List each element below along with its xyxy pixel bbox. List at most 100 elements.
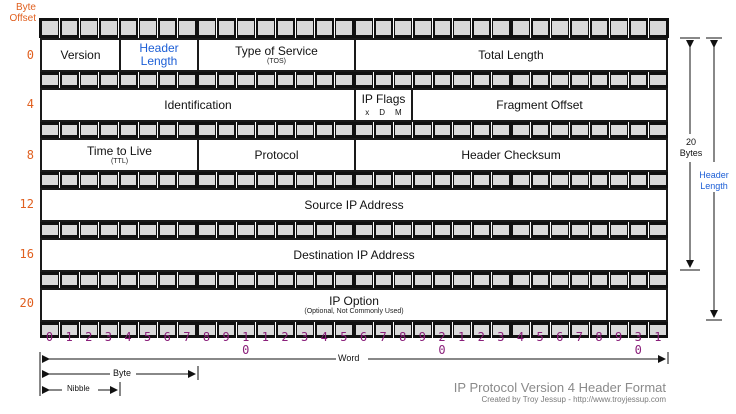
bit-cell: [513, 225, 529, 235]
bit-cell: [571, 225, 588, 235]
bit-tick: [98, 272, 100, 288]
field-total-length: Total Length: [354, 38, 668, 72]
bit-cell: [532, 225, 549, 235]
bit-cell: [552, 21, 568, 35]
ruler-band: [40, 272, 668, 288]
bit-tick: [235, 222, 237, 238]
bit-cell: [140, 275, 156, 285]
bit-cell: [81, 225, 97, 235]
bit-cell: [159, 175, 176, 185]
bit-tick: [471, 72, 473, 88]
bit-tick: [608, 172, 610, 188]
bit-cell: [630, 225, 647, 235]
bit-cell: [238, 225, 254, 235]
bit-tick: [412, 222, 414, 238]
bit-tick: [216, 272, 218, 288]
bit-tick: [78, 222, 80, 238]
bit-cell: [513, 325, 529, 335]
bit-tick: [176, 322, 178, 338]
bit-tick: [451, 222, 453, 238]
bit-tick: [530, 322, 532, 338]
bit-tick: [549, 122, 551, 138]
bit-cell: [630, 75, 647, 85]
bit-tick: [471, 322, 473, 338]
bit-tick: [647, 322, 649, 338]
bit-tick: [628, 172, 630, 188]
bit-cell: [473, 275, 490, 285]
bit-tick: [157, 18, 159, 38]
bit-cell: [414, 225, 431, 235]
bit-cell: [61, 125, 78, 135]
bit-tick: [98, 122, 100, 138]
bit-tick: [647, 222, 649, 238]
bit-cell: [42, 21, 58, 35]
bit-cell: [297, 325, 313, 335]
bit-tick: [118, 72, 119, 88]
bit-tick: [608, 122, 610, 138]
bit-cell: [218, 175, 235, 185]
bit-cell: [140, 75, 156, 85]
bit-cell: [493, 21, 509, 35]
bit-tick: [157, 322, 159, 338]
bit-cell: [61, 21, 78, 35]
bit-cell: [100, 325, 117, 335]
bit-number: 7: [379, 330, 387, 344]
bit-tick: [59, 272, 61, 288]
bit-tick: [530, 18, 532, 38]
bit-tick: [530, 72, 532, 88]
bit-cell: [493, 225, 509, 235]
bit-cell: [81, 75, 97, 85]
bit-cell: [414, 275, 431, 285]
bit-cell: [493, 275, 509, 285]
bit-cell: [100, 125, 117, 135]
field-header-length: Header Length: [119, 38, 199, 72]
bit-cell: [630, 325, 647, 335]
bit-tick: [471, 122, 473, 138]
field-ip-option-sub: (Optional, Not Commonly Used): [304, 308, 404, 316]
bit-cell: [218, 21, 235, 35]
flag-d: D: [379, 107, 386, 117]
bit-cell: [159, 275, 176, 285]
bit-cell: [493, 175, 509, 185]
bit-number: 2: [438, 330, 446, 344]
bit-tick: [510, 322, 512, 338]
bit-tick: [216, 122, 218, 138]
bit-cell: [552, 175, 568, 185]
footer-title: IP Protocol Version 4 Header Format: [453, 380, 666, 395]
bit-tick: [118, 322, 119, 338]
bit-tick: [255, 222, 257, 238]
bit-tick: [451, 172, 453, 188]
bit-tick: [275, 272, 276, 288]
bit-cell: [316, 75, 333, 85]
bit-tick: [490, 172, 492, 188]
bit-cell: [630, 275, 647, 285]
bit-cell: [140, 225, 156, 235]
bit-tick: [490, 222, 492, 238]
bit-cell: [257, 175, 274, 185]
bit-cell: [238, 21, 254, 35]
bit-tick: [647, 272, 649, 288]
bit-tick: [294, 272, 296, 288]
bit-tick: [569, 18, 571, 38]
bit-cell: [414, 175, 431, 185]
field-version: Version: [40, 38, 121, 72]
bit-cell: [199, 21, 215, 35]
bit-cell: [532, 275, 549, 285]
ruler-band: [40, 72, 668, 88]
bit-cell: [571, 21, 588, 35]
bit-cell: [316, 275, 333, 285]
bit-cell: [395, 275, 411, 285]
bit-cell: [297, 225, 313, 235]
bit-cell: [434, 125, 451, 135]
bit-cell: [257, 275, 274, 285]
bit-cell: [532, 175, 549, 185]
bit-cell: [650, 125, 666, 135]
bit-cell: [159, 75, 176, 85]
bit-cell: [100, 275, 117, 285]
bit-tick: [490, 18, 492, 38]
bit-tick: [412, 18, 414, 38]
field-ip-option-label: IP Option: [329, 293, 379, 308]
field-version-label: Version: [60, 47, 101, 62]
bit-tick: [432, 18, 433, 38]
bit-cell: [591, 275, 608, 285]
